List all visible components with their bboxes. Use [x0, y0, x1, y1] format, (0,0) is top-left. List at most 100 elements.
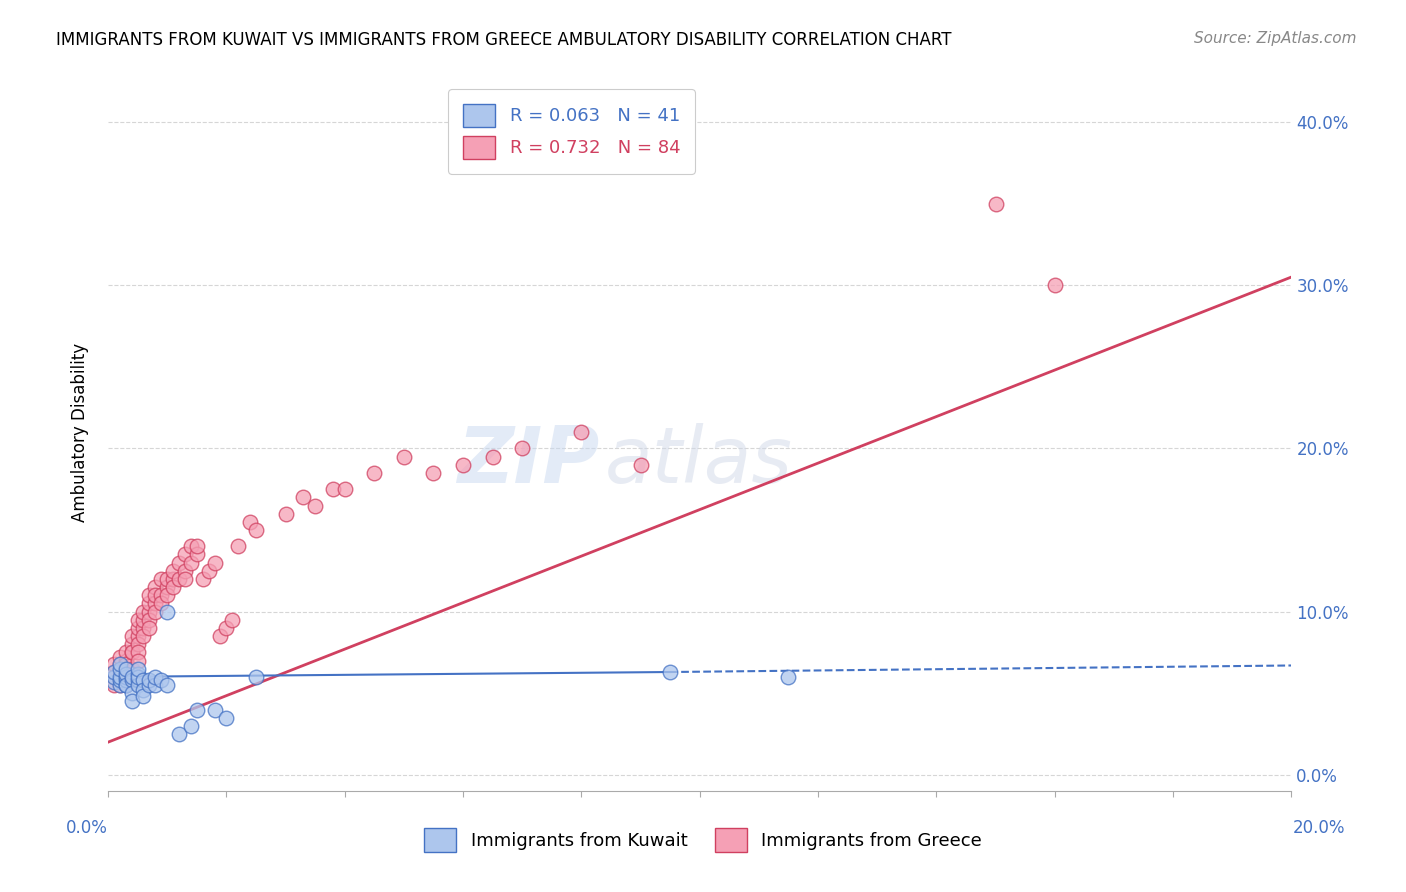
Point — [226, 539, 249, 553]
Point — [197, 564, 219, 578]
Point — [127, 629, 149, 643]
Point — [186, 539, 208, 553]
Point — [114, 666, 136, 681]
Point — [143, 580, 166, 594]
Point — [114, 670, 136, 684]
Point — [1043, 278, 1066, 293]
Point — [215, 711, 238, 725]
Point — [221, 613, 243, 627]
Text: atlas: atlas — [605, 423, 793, 499]
Point — [108, 678, 131, 692]
Point — [108, 662, 131, 676]
Point — [204, 556, 226, 570]
Point — [422, 466, 444, 480]
Point — [108, 650, 131, 665]
Point — [274, 507, 297, 521]
Point — [510, 442, 533, 456]
Point — [156, 678, 179, 692]
Point — [121, 662, 143, 676]
Point — [127, 678, 149, 692]
Point — [103, 674, 125, 689]
Point — [174, 564, 197, 578]
Point — [186, 702, 208, 716]
Text: 20.0%: 20.0% — [1292, 819, 1346, 837]
Point — [174, 572, 197, 586]
Point — [150, 673, 173, 688]
Point — [114, 662, 136, 676]
Point — [121, 637, 143, 651]
Point — [114, 657, 136, 671]
Point — [127, 673, 149, 688]
Point — [138, 597, 160, 611]
Point — [215, 621, 238, 635]
Point — [239, 515, 262, 529]
Legend: R = 0.063   N = 41, R = 0.732   N = 84: R = 0.063 N = 41, R = 0.732 N = 84 — [449, 89, 695, 174]
Point — [127, 666, 149, 681]
Text: 0.0%: 0.0% — [66, 819, 108, 837]
Text: Source: ZipAtlas.com: Source: ZipAtlas.com — [1194, 31, 1357, 46]
Point — [103, 665, 125, 679]
Y-axis label: Ambulatory Disability: Ambulatory Disability — [72, 343, 89, 522]
Point — [103, 657, 125, 671]
Point — [108, 678, 131, 692]
Point — [156, 572, 179, 586]
Point — [245, 670, 267, 684]
Point — [209, 629, 232, 643]
Point — [114, 678, 136, 692]
Point — [174, 548, 197, 562]
Point — [108, 673, 131, 688]
Point — [984, 196, 1007, 211]
Point — [138, 605, 160, 619]
Point — [132, 621, 155, 635]
Point — [127, 670, 149, 684]
Point — [121, 670, 143, 684]
Point — [114, 673, 136, 688]
Point — [180, 539, 202, 553]
Point — [103, 665, 125, 679]
Point — [204, 702, 226, 716]
Point — [150, 588, 173, 602]
Point — [114, 654, 136, 668]
Point — [121, 670, 143, 684]
Point — [121, 694, 143, 708]
Point — [108, 657, 131, 671]
Point — [180, 556, 202, 570]
Point — [138, 621, 160, 635]
Point — [108, 670, 131, 684]
Point — [127, 621, 149, 635]
Point — [132, 605, 155, 619]
Point — [138, 678, 160, 692]
Point — [127, 613, 149, 627]
Point — [114, 673, 136, 688]
Point — [103, 670, 125, 684]
Point — [167, 727, 190, 741]
Point — [132, 613, 155, 627]
Point — [127, 645, 149, 659]
Point — [132, 683, 155, 698]
Point — [108, 673, 131, 688]
Legend: Immigrants from Kuwait, Immigrants from Greece: Immigrants from Kuwait, Immigrants from … — [415, 820, 991, 861]
Point — [659, 665, 682, 679]
Point — [114, 678, 136, 692]
Point — [167, 556, 190, 570]
Point — [127, 654, 149, 668]
Point — [333, 482, 356, 496]
Point — [121, 686, 143, 700]
Point — [121, 645, 143, 659]
Point — [127, 662, 149, 676]
Point — [143, 588, 166, 602]
Point — [121, 673, 143, 688]
Point — [569, 425, 592, 439]
Point — [162, 580, 184, 594]
Point — [451, 458, 474, 472]
Point — [630, 458, 652, 472]
Point — [138, 613, 160, 627]
Point — [108, 657, 131, 671]
Point — [245, 523, 267, 537]
Point — [143, 605, 166, 619]
Point — [143, 597, 166, 611]
Point — [186, 548, 208, 562]
Text: IMMIGRANTS FROM KUWAIT VS IMMIGRANTS FROM GREECE AMBULATORY DISABILITY CORRELATI: IMMIGRANTS FROM KUWAIT VS IMMIGRANTS FRO… — [56, 31, 952, 49]
Point — [108, 666, 131, 681]
Point — [132, 629, 155, 643]
